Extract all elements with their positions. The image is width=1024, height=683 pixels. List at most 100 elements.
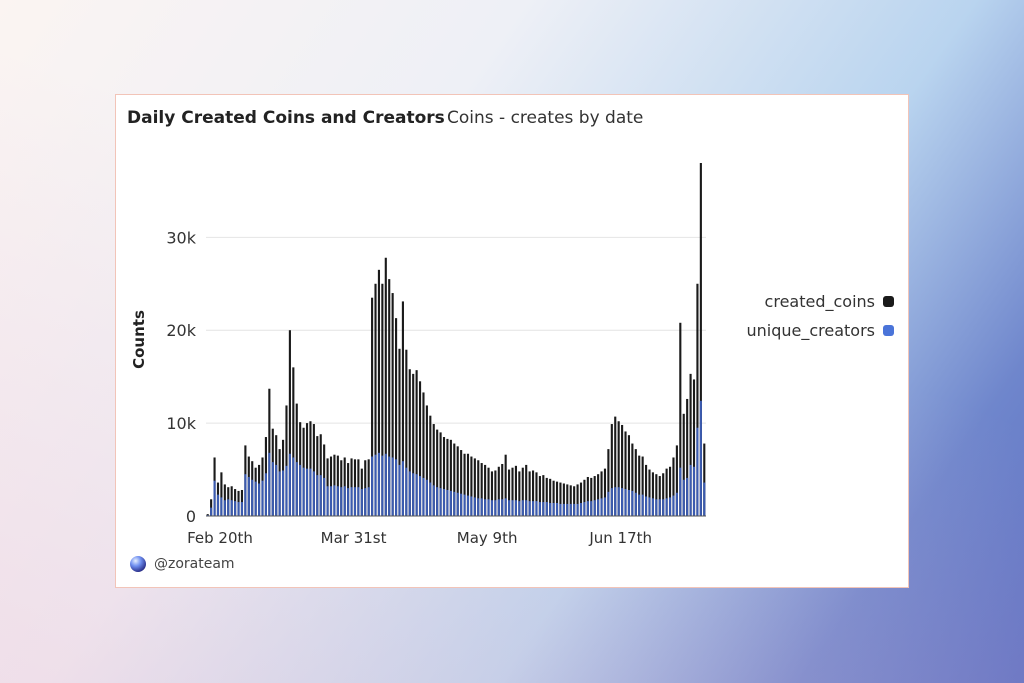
bar-unique-creators [497, 499, 500, 516]
bar-unique-creators [624, 489, 627, 516]
bar-unique-creators [292, 457, 295, 516]
bar-unique-creators [261, 480, 264, 516]
bar-unique-creators [682, 479, 685, 516]
bar-unique-creators [422, 477, 425, 516]
attribution[interactable]: @zorateam [130, 556, 235, 572]
bar-unique-creators [213, 480, 216, 516]
bar-unique-creators [668, 497, 672, 516]
bar-unique-creators [395, 459, 398, 516]
legend-swatch-unique-creators [883, 325, 894, 336]
bar-created-coins [501, 463, 504, 516]
bar-created-coins [593, 476, 596, 516]
bar-unique-creators [504, 498, 507, 516]
bar-created-coins [603, 468, 607, 516]
bar-unique-creators [603, 497, 607, 516]
bar-created-coins [668, 466, 672, 516]
bar-created-coins [497, 466, 500, 516]
bar-unique-creators [405, 467, 408, 516]
bar-unique-creators [569, 503, 572, 516]
bar-created-coins [597, 474, 600, 516]
bar-created-coins [288, 330, 291, 516]
bar-created-coins [460, 450, 463, 516]
bar-created-coins [487, 467, 490, 516]
globe-avatar-icon [130, 556, 146, 572]
bar-unique-creators [377, 452, 381, 516]
bar-created-coins [511, 467, 514, 516]
bar-created-coins [617, 421, 620, 516]
y-tick-label: 20k [166, 321, 196, 340]
bar-unique-creators [271, 462, 274, 516]
legend-item-unique-creators[interactable]: unique_creators [746, 316, 894, 345]
bar-unique-creators [552, 502, 555, 516]
bar-unique-creators [590, 501, 593, 516]
bar-created-coins [559, 482, 562, 516]
bar-unique-creators [412, 473, 415, 516]
bar-created-coins [490, 471, 494, 516]
bar-created-coins [525, 464, 528, 516]
bar-unique-creators [220, 497, 223, 516]
bar-created-coins [555, 481, 559, 516]
bar-unique-creators [617, 487, 620, 516]
bar-created-coins [377, 269, 381, 516]
bar-created-coins [484, 464, 487, 516]
bar-unique-creators [388, 456, 391, 516]
legend-item-created-coins[interactable]: created_coins [746, 287, 894, 316]
bar-unique-creators [398, 464, 401, 516]
bar-created-coins [590, 477, 593, 516]
created-coins-series [206, 163, 706, 516]
bar-unique-creators [305, 468, 309, 516]
bar-unique-creators [429, 482, 432, 516]
bar-created-coins [545, 477, 548, 516]
bar-created-coins [395, 318, 398, 516]
bar-unique-creators [699, 400, 702, 516]
bar-created-coins [665, 468, 668, 516]
bar-created-coins [371, 297, 374, 516]
bar-unique-creators [638, 494, 641, 516]
bar-unique-creators [614, 487, 617, 516]
bar-unique-creators [518, 501, 521, 516]
bar-unique-creators [631, 490, 634, 516]
legend-label: unique_creators [746, 321, 875, 340]
bar-unique-creators [658, 499, 661, 516]
bar-unique-creators [432, 485, 435, 516]
bar-unique-creators [216, 494, 220, 516]
bar-created-coins [638, 455, 641, 516]
bar-created-coins [562, 483, 565, 516]
bar-unique-creators [487, 499, 490, 516]
bar-created-coins [480, 463, 483, 516]
bar-created-coins [466, 453, 470, 516]
chart-subtitle: Coins - creates by date [447, 108, 644, 128]
bar-unique-creators [312, 471, 315, 516]
bar-created-coins [699, 163, 702, 516]
bar-unique-creators [333, 485, 336, 516]
bar-unique-creators [672, 495, 675, 516]
bar-unique-creators [281, 470, 285, 516]
y-tick-label: 30k [166, 228, 196, 247]
bar-unique-creators [528, 501, 531, 516]
bar-unique-creators [258, 483, 261, 516]
bar-unique-creators [309, 468, 312, 516]
bar-unique-creators [679, 467, 682, 516]
bar-created-coins [542, 475, 545, 516]
bar-unique-creators [508, 500, 511, 516]
bar-created-coins [518, 471, 521, 516]
bar-unique-creators [703, 482, 706, 516]
bar-created-coins [614, 416, 617, 516]
bar-created-coins [439, 432, 442, 516]
bar-created-coins [381, 283, 384, 516]
bar-created-coins [703, 443, 706, 516]
y-tick-label: 0 [186, 507, 196, 526]
bar-created-coins [412, 373, 415, 516]
bar-unique-creators [473, 497, 476, 516]
bar-created-coins [658, 476, 661, 516]
bar-unique-creators [227, 499, 230, 516]
bar-created-coins [514, 465, 517, 516]
bar-created-coins [470, 456, 473, 516]
bar-unique-creators [593, 500, 596, 516]
bar-created-coins [600, 471, 603, 516]
bar-unique-creators [323, 477, 326, 516]
bar-unique-creators [535, 501, 538, 516]
bar-created-coins [682, 413, 685, 516]
bar-unique-creators [254, 481, 257, 516]
bar-unique-creators [514, 500, 517, 516]
